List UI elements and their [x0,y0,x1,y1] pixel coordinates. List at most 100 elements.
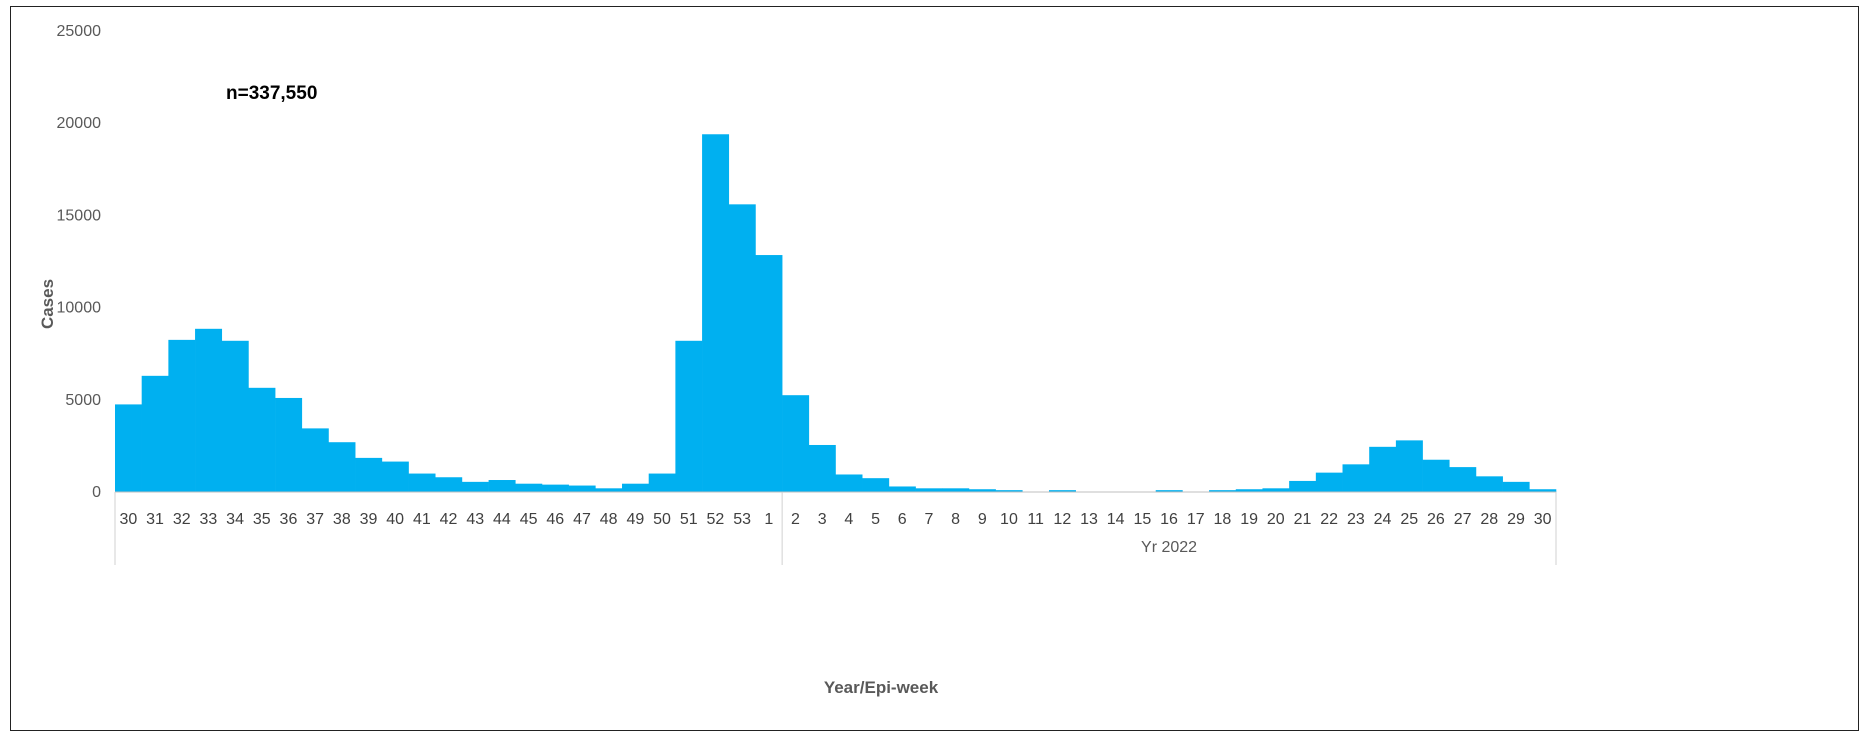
x-tick-label: 32 [173,511,191,528]
bar [141,375,169,492]
bar [702,134,730,492]
bar [435,477,463,492]
bar [355,457,383,492]
x-tick-label: 31 [146,511,164,528]
x-tick-label: 30 [119,511,137,528]
x-tick-label: 43 [466,511,484,528]
x-tick-label: 19 [1240,511,1258,528]
x-tick-label: 30 [1534,511,1552,528]
bar [515,483,543,492]
bar [1395,440,1423,492]
bar [995,490,1023,492]
bar [115,404,142,492]
x-tick-label: 47 [573,511,591,528]
x-tick-label: 36 [280,511,298,528]
bar [1422,459,1450,492]
x-tick-label: 40 [386,511,404,528]
bar [595,488,623,492]
x-tick-label: 15 [1133,511,1151,528]
x-tick-label: 21 [1294,511,1312,528]
bar [1289,480,1317,492]
x-tick-label: 3 [818,511,827,528]
group-label: Yr 2022 [1141,539,1197,556]
x-tick-label: 1 [764,511,773,528]
y-tick-label: 5000 [65,392,101,409]
x-axis-ticks: 30 31 32 33 34 35 36 37 38 39 40 41 42 43 44 45 46 47 48 49… [119,511,1551,528]
x-tick-label: 14 [1107,511,1125,528]
y-tick-label: 25000 [57,23,102,40]
x-tick-label: 46 [546,511,564,528]
x-tick-label: 16 [1160,511,1178,528]
bar [835,474,863,492]
bar [728,204,756,492]
x-tick-label: 18 [1214,511,1232,528]
x-tick-label: 2 [791,511,800,528]
x-tick-label: 44 [493,511,511,528]
x-tick-label: 24 [1374,511,1392,528]
x-tick-label: 26 [1427,511,1445,528]
bar [808,444,836,492]
bar [862,478,890,492]
bar [461,481,489,492]
x-tick-label: 5 [871,511,880,528]
bar [381,461,409,492]
bar [782,395,810,492]
x-tick-label: 7 [924,511,933,528]
bar [675,340,703,492]
bar [942,488,970,492]
x-tick-label: 48 [600,511,618,528]
bar [1262,488,1290,492]
x-tick-label: 51 [680,511,698,528]
x-tick-label: 35 [253,511,271,528]
x-tick-label: 53 [733,511,751,528]
x-tick-label: 39 [360,511,378,528]
x-tick-label: 29 [1507,511,1525,528]
y-tick-label: 20000 [57,115,102,132]
x-tick-label: 12 [1053,511,1071,528]
x-tick-label: 34 [226,511,244,528]
bar [1235,489,1263,492]
bar [1529,489,1557,492]
x-axis-groups: Yr 2022 [114,492,1557,565]
bar [568,485,596,492]
bar [1502,481,1530,492]
x-tick-label: 23 [1347,511,1365,528]
x-tick-label: 20 [1267,511,1285,528]
y-axis-ticks: 0 5000 10000 15000 20000 25000 [57,23,102,501]
x-tick-label: 4 [844,511,853,528]
bar [1449,467,1477,492]
x-tick-label: 45 [520,511,538,528]
x-tick-label: 27 [1454,511,1472,528]
bar [968,489,996,492]
bar [1209,490,1237,492]
x-tick-label: 8 [951,511,960,528]
bar [755,255,783,492]
x-tick-label: 37 [306,511,324,528]
x-tick-label: 28 [1480,511,1498,528]
bar [888,486,916,492]
x-tick-label: 50 [653,511,671,528]
x-tick-label: 11 [1027,511,1044,528]
bar [1155,490,1183,492]
bar [195,328,223,492]
annotation-total: n=337,550 [226,83,317,104]
y-tick-label: 10000 [57,300,102,317]
chart-frame: 0 5000 10000 15000 20000 25000 30 31 32 33 34 35 36… [10,6,1859,731]
x-tick-label: 25 [1400,511,1418,528]
bar [408,473,436,492]
x-tick-label: 13 [1080,511,1098,528]
bars [115,134,1557,492]
x-axis-title: Year/Epi-week [824,678,939,697]
bar [328,442,356,492]
y-axis-title: Cases [38,279,57,329]
bar [1342,464,1370,492]
x-tick-label: 33 [199,511,217,528]
bar [488,480,516,492]
y-tick-label: 15000 [57,207,102,224]
bar [915,488,943,492]
x-tick-label: 41 [413,511,431,528]
bar [1048,490,1076,492]
x-tick-label: 6 [898,511,907,528]
x-tick-label: 52 [707,511,725,528]
